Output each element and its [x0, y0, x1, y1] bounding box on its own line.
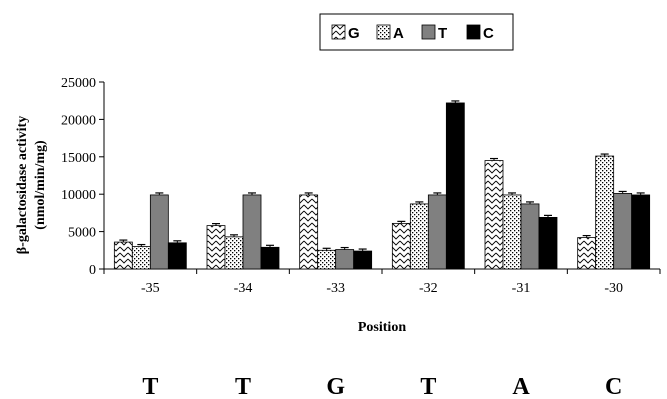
- y-tick-label: 5000: [68, 226, 96, 241]
- base-letter: T: [142, 374, 158, 399]
- bar-T--33: [336, 250, 354, 269]
- bar-A--35: [132, 247, 150, 269]
- bars: [114, 101, 649, 269]
- x-axis-title: Position: [358, 320, 406, 335]
- legend-swatch-C: [467, 25, 480, 39]
- legend-swatch-T: [422, 25, 435, 39]
- bar-C--35: [168, 243, 186, 269]
- y-axis-title-units: (nmol/min/mg): [33, 140, 48, 230]
- bar-G--31: [485, 161, 503, 269]
- legend-swatch-G: [332, 25, 345, 39]
- x-tick-label: -35: [141, 281, 160, 296]
- bar-C--31: [539, 217, 557, 269]
- bar-C--30: [632, 195, 650, 269]
- bar-C--34: [261, 247, 279, 269]
- bar-G--33: [300, 195, 318, 269]
- legend-label-C: C: [483, 25, 494, 42]
- base-letter: C: [605, 374, 622, 399]
- x-tick-label: -32: [419, 281, 438, 296]
- bar-A--33: [318, 250, 336, 269]
- x-axis: -35 -34 -33 -32 -31 -30: [104, 269, 660, 296]
- y-tick-label: 15000: [61, 151, 96, 166]
- y-axis: 0 5000 10000 15000 20000 25000: [61, 76, 104, 278]
- x-tick-label: -34: [234, 281, 253, 296]
- y-tick-label: 20000: [61, 113, 96, 128]
- bar-T--34: [243, 195, 261, 269]
- x-tick-label: -33: [326, 281, 345, 296]
- bar-G--30: [578, 238, 596, 269]
- bar-A--34: [225, 237, 243, 269]
- bar-T--32: [428, 195, 446, 269]
- legend-label-G: G: [348, 25, 360, 42]
- bar-A--31: [503, 195, 521, 269]
- bar-T--35: [150, 195, 168, 269]
- bar-C--33: [354, 251, 372, 269]
- bar-G--32: [392, 223, 410, 269]
- bar-A--30: [596, 156, 614, 269]
- legend-label-T: T: [438, 25, 447, 42]
- legend-label-A: A: [393, 25, 404, 42]
- x-tick-label: -30: [604, 281, 623, 296]
- base-letter: G: [326, 374, 345, 399]
- bar-A--32: [410, 204, 428, 269]
- bar-T--30: [614, 193, 632, 269]
- x-tick-label: -31: [512, 281, 531, 296]
- legend-swatch-A: [377, 25, 390, 39]
- y-tick-label: 10000: [61, 188, 96, 203]
- bar-G--35: [114, 242, 132, 269]
- y-tick-label: 0: [89, 263, 96, 278]
- base-letter: A: [512, 374, 530, 399]
- y-tick-label: 25000: [61, 76, 96, 91]
- bar-T--31: [521, 204, 539, 269]
- y-axis-title: β-galactosidase activity: [15, 116, 30, 254]
- base-letter: T: [420, 374, 436, 399]
- bar-G--34: [207, 226, 225, 269]
- base-letter: T: [235, 374, 251, 399]
- bar-C--32: [446, 103, 464, 269]
